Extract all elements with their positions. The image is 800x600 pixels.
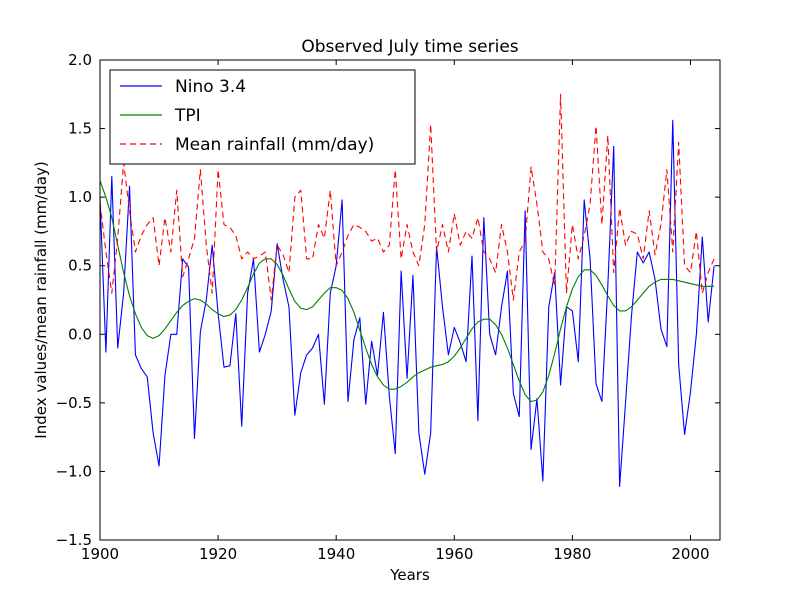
legend-label: TPI bbox=[174, 106, 201, 126]
x-tick-label: 1960 bbox=[435, 545, 473, 563]
y-tick-label: 0.5 bbox=[68, 257, 92, 275]
series-line-mean-rainfall-mm-day bbox=[99, 93, 715, 301]
legend-label: Nino 3.4 bbox=[175, 77, 246, 97]
series-layer bbox=[99, 93, 715, 488]
x-axis-label: Years bbox=[389, 566, 430, 584]
y-tick-label: −1.5 bbox=[56, 531, 92, 549]
x-tick-label: 1920 bbox=[199, 545, 237, 563]
y-tick-label: 2.0 bbox=[68, 51, 92, 69]
legend: Nino 3.4 TPI Mean rainfall (mm/day) bbox=[109, 69, 416, 165]
x-tick-label: 1900 bbox=[81, 545, 119, 563]
legend-label: Mean rainfall (mm/day) bbox=[175, 135, 374, 155]
y-tick-label: 1.0 bbox=[68, 188, 92, 206]
chart-title: Observed July time series bbox=[301, 37, 518, 57]
series-line-tpi bbox=[99, 180, 715, 403]
y-tick-label: 1.5 bbox=[68, 120, 92, 138]
x-tick-label: 2000 bbox=[671, 545, 709, 563]
series-line-nino-3-4 bbox=[99, 119, 715, 488]
axis-layer: 1900 1920 1940 1960 1980 2000 −1.5 −1.0 −0.5 0.0 0… bbox=[56, 51, 720, 563]
y-tick-label: 0.0 bbox=[68, 325, 92, 343]
y-tick-label: −0.5 bbox=[56, 394, 92, 412]
y-tick-label: −1.0 bbox=[56, 462, 92, 480]
plot-frame bbox=[99, 59, 721, 541]
x-tick-label: 1940 bbox=[317, 545, 355, 563]
y-axis-label: Index values/mean rainfall (mm/day) bbox=[32, 161, 50, 438]
x-tick-label: 1980 bbox=[553, 545, 591, 563]
